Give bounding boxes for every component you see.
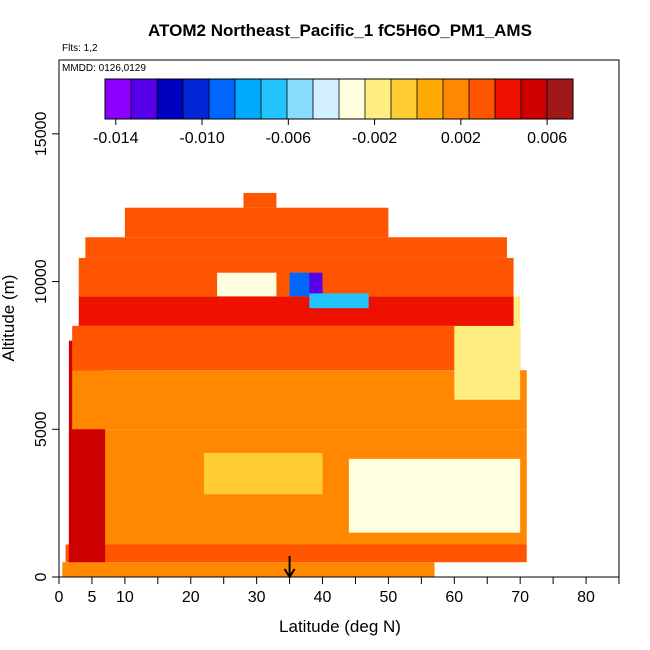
heatmap-cell [62,562,435,577]
colorbar-swatch [417,79,444,119]
colorbar-swatch [391,79,418,119]
heatmap-cell [348,458,521,533]
colorbar-swatch [339,79,366,119]
colorbar-tick-label: -0.002 [352,130,397,147]
x-tick-label: 20 [182,589,200,606]
flights-annotation: Flts: 1,2 [62,43,98,54]
colorbar-frame [104,78,574,120]
heatmap-cell [203,452,323,495]
x-tick-label: 70 [511,589,529,606]
colorbar-swatch [495,79,522,119]
colorbar-swatch [287,79,314,119]
heatmap-cell [85,237,508,258]
dates-annotation: MMDD: 0126,0129 [62,63,146,74]
marker-head [283,568,296,579]
colorbar-swatch [183,79,210,119]
heatmap-cell [243,192,277,208]
x-tick-label: 0 [55,589,64,606]
x-tick-label: 60 [445,589,463,606]
heatmap-cell [78,296,514,326]
heatmap [62,192,527,577]
x-tick-label: 80 [577,589,595,606]
y-tick-label: 5000 [33,411,50,447]
x-axis-label: Latitude (deg N) [279,617,401,636]
chart-title: ATOM2 Northeast_Pacific_1 fC5H6O_PM1_AMS [148,21,532,40]
y-tick-label: 15000 [33,112,50,157]
axes: 0 5 10 20 30 40 50 60 70 80 0 5000 10000 15000 [33,112,620,606]
colorbar-tick-label: -0.006 [266,130,311,147]
colorbar-swatch [209,79,236,119]
x-tick-label: 5 [87,589,96,606]
heatmap-cell [124,207,389,238]
colorbar-swatch [157,79,184,119]
colorbar: -0.014 -0.010 -0.006 -0.002 0.002 0.006 [93,78,574,147]
y-tick-label: 10000 [33,259,50,304]
x-tick-label: 50 [380,589,398,606]
colorbar-tick-label: 0.006 [527,130,567,147]
latitude-marker [283,556,296,579]
y-axis-label: Altitude (m) [0,275,18,362]
colorbar-tick-label: -0.014 [93,130,138,147]
x-tick-label: 40 [314,589,332,606]
colorbar-swatch [443,79,470,119]
heatmap-cell [309,272,323,297]
colorbar-swatch [547,79,574,119]
colorbar-swatch [235,79,262,119]
heatmap-cell [309,293,369,309]
x-tick-label: 10 [116,589,134,606]
colorbar-swatch [131,79,158,119]
colorbar-swatch [365,79,392,119]
colorbar-swatch [105,79,132,119]
colorbar-swatch [313,79,340,119]
heatmap-cell [72,325,521,371]
heatmap-cell [289,272,310,297]
colorbar-swatch [521,79,548,119]
heatmap-cell [217,272,277,297]
colorbar-tick-label: -0.010 [179,130,224,147]
heatmap-cell [72,370,527,430]
colorbar-tick-label: 0.002 [441,130,481,147]
colorbar-swatch [469,79,496,119]
y-tick-label: 0 [33,572,50,581]
plot-frame [58,59,620,578]
x-tick-label: 30 [248,589,266,606]
colorbar-swatch [261,79,288,119]
heatmap-cell [65,544,527,563]
